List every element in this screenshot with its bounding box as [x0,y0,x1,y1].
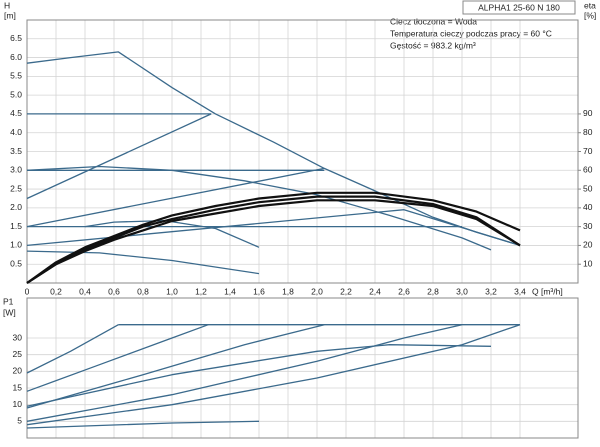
y-tick-label: 2.0 [10,202,22,212]
chart-title: ALPHA1 25-60 N 180 [478,2,560,12]
x-tick-label: 3,0 [456,286,468,296]
y-axis-unit: [m] [4,10,16,20]
y2-tick-label: 50 [583,183,593,193]
curve [26,250,260,275]
y2-tick-label: 90 [583,108,593,118]
x-tick-label: 1,6 [253,286,265,296]
y-tick-label: 3.5 [10,146,22,156]
curve [26,113,212,200]
plot-frame [26,297,579,439]
x-tick-label: 3,4 [514,286,526,296]
y-tick-label: 1.5 [10,221,22,231]
curve [26,167,325,228]
curve [26,324,209,392]
y2-tick-label: 10 [583,258,593,268]
x-tick-label: 2,6 [398,286,410,296]
y-tick-label: 10 [13,399,23,409]
y-tick-label: 5.0 [10,89,22,99]
y-tick-label: 30 [13,332,23,342]
y-axis-unit: [W] [3,307,16,317]
curve [26,199,521,284]
curve [26,344,492,407]
y-tick-label: 2.5 [10,183,22,193]
curve [26,420,260,429]
x-tick-label: 2,2 [340,286,352,296]
curve [26,324,119,374]
y2-tick-label: 70 [583,146,593,156]
annotation: Ciecz tłoczona = Woda [390,16,477,26]
y-tick-label: 25 [13,349,23,359]
x-tick-label: 0 [25,286,30,296]
x-tick-label: 1,0 [166,286,178,296]
y-tick-label: 0.5 [10,258,22,268]
y2-axis-label: eta [584,0,596,10]
y2-tick-label: 40 [583,202,593,212]
y-tick-label: 20 [13,366,23,376]
y2-tick-label: 60 [583,165,593,175]
x-tick-label: 0,4 [79,286,91,296]
curve [26,191,521,284]
y-tick-label: 6.0 [10,52,22,62]
y-tick-label: 6.5 [10,33,22,43]
x-tick-label: 0,2 [50,286,62,296]
x-tick-label: 1,4 [224,286,236,296]
y-tick-label: 5 [17,416,22,426]
y-tick-label: 3.0 [10,165,22,175]
y2-tick-label: 20 [583,240,593,250]
curve [26,324,325,409]
curve [26,165,492,251]
x-tick-label: 0,8 [137,286,149,296]
y-tick-label: 4.0 [10,127,22,137]
title-box [462,0,576,15]
curve [26,51,521,247]
x-tick-label: 2,4 [369,286,381,296]
x-tick-label: 1,2 [195,286,207,296]
y2-tick-label: 30 [583,221,593,231]
y-tick-label: 5.5 [10,71,22,81]
y-axis-label: P1 [3,296,14,306]
plot-frame [26,19,579,284]
curve [26,324,521,426]
x-tick-label: 2,8 [427,286,439,296]
y-tick-label: 4.5 [10,108,22,118]
curve [26,324,463,422]
x-tick-label: 1,8 [282,286,294,296]
annotation: Temperatura cieczy podczas pracy = 60 °C [390,28,552,38]
y2-tick-label: 80 [583,127,593,137]
x-tick-label: 2,0 [311,286,323,296]
y-tick-label: 1.0 [10,240,22,250]
y-tick-label: 15 [13,382,23,392]
curve [26,195,521,284]
curve [26,209,521,247]
x-tick-label: 0,6 [108,286,120,296]
x-axis-label: Q [m³/h] [532,286,563,296]
x-tick-label: 3,2 [485,286,497,296]
y-axis-label: H [4,0,10,10]
y2-axis-unit: [%] [584,10,596,20]
